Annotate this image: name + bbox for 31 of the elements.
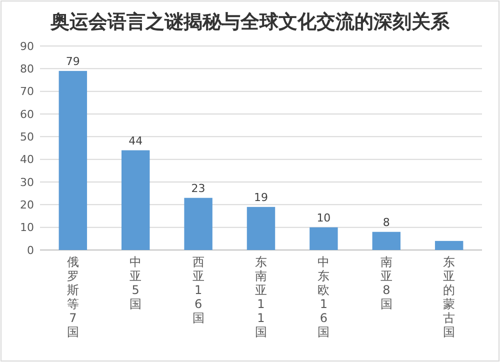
- y-tick-label: 90: [20, 40, 34, 53]
- y-tick-label: 30: [20, 176, 34, 189]
- y-tick-label: 50: [20, 130, 34, 144]
- data-label: 79: [66, 54, 80, 68]
- bar: [310, 227, 338, 250]
- bar: [184, 198, 212, 250]
- bar: [122, 150, 150, 250]
- y-tick-label: 0: [27, 244, 34, 257]
- data-label: 10: [316, 211, 331, 224]
- data-label: 8: [382, 216, 390, 229]
- y-tick-label: 60: [20, 108, 34, 121]
- x-tick-label: 东亚的蒙古国: [443, 255, 456, 339]
- bar: [246, 206, 276, 250]
- data-label: 23: [191, 182, 206, 195]
- x-tick-label: 中东欧16国: [318, 255, 330, 339]
- chart-title: 奥运会语言之谜揭秘与全球文化交流的深刻关系: [50, 11, 450, 33]
- y-tick-label: 70: [20, 85, 34, 98]
- bar: [58, 70, 88, 250]
- y-tick-label: 20: [20, 198, 34, 212]
- x-tick-label: 西亚16国: [192, 255, 204, 325]
- x-tick-label: 东南亚11国: [255, 255, 267, 339]
- y-tick-label: 80: [20, 62, 34, 76]
- x-tick-label: 中亚5国: [130, 255, 142, 311]
- data-label: 44: [128, 134, 143, 148]
- x-tick-label: 南亚8国: [380, 255, 392, 311]
- y-tick-label: 10: [20, 221, 34, 234]
- y-tick-label: 40: [20, 153, 34, 166]
- x-tick-label: 俄罗斯等7国: [66, 255, 79, 339]
- bar: [434, 240, 464, 250]
- data-label: 19: [254, 190, 268, 204]
- bar: [372, 232, 400, 250]
